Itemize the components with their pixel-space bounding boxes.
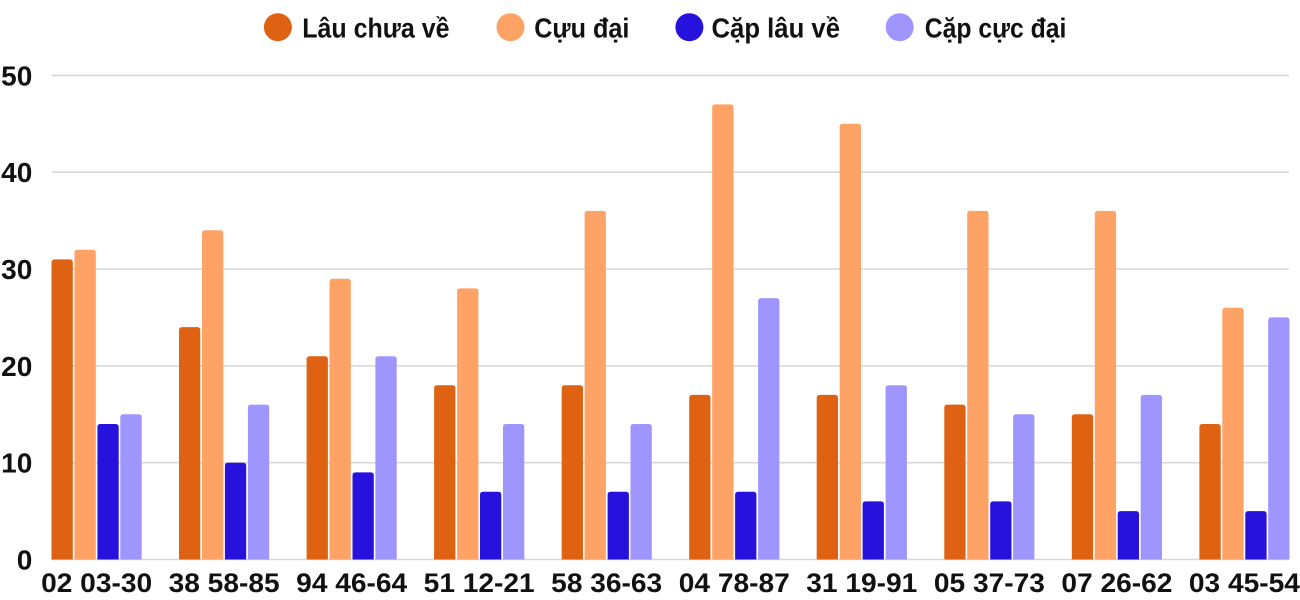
svg-text:51 12-21: 51 12-21 bbox=[424, 568, 535, 598]
svg-text:04 78-87: 04 78-87 bbox=[679, 568, 790, 598]
svg-text:0: 0 bbox=[17, 545, 33, 576]
svg-text:Cặp cực đại: Cặp cực đại bbox=[925, 13, 1067, 44]
svg-text:02 03-30: 02 03-30 bbox=[41, 568, 152, 598]
svg-text:05 37-73: 05 37-73 bbox=[934, 568, 1045, 598]
svg-text:Cặp lâu về: Cặp lâu về bbox=[712, 13, 841, 44]
svg-text:31 19-91: 31 19-91 bbox=[806, 568, 917, 598]
svg-text:10: 10 bbox=[1, 448, 32, 479]
svg-text:Cựu đại: Cựu đại bbox=[534, 13, 629, 44]
svg-text:50: 50 bbox=[1, 60, 32, 91]
svg-text:30: 30 bbox=[1, 254, 32, 285]
svg-text:07 26-62: 07 26-62 bbox=[1061, 568, 1172, 598]
svg-text:20: 20 bbox=[1, 351, 32, 382]
svg-text:38 58-85: 38 58-85 bbox=[169, 568, 280, 598]
svg-text:40: 40 bbox=[1, 157, 32, 188]
svg-text:Lâu chưa về: Lâu chưa về bbox=[302, 13, 449, 44]
svg-text:03 45-54: 03 45-54 bbox=[1189, 568, 1300, 598]
svg-text:58 36-63: 58 36-63 bbox=[551, 568, 662, 598]
svg-text:94 46-64: 94 46-64 bbox=[296, 568, 407, 598]
